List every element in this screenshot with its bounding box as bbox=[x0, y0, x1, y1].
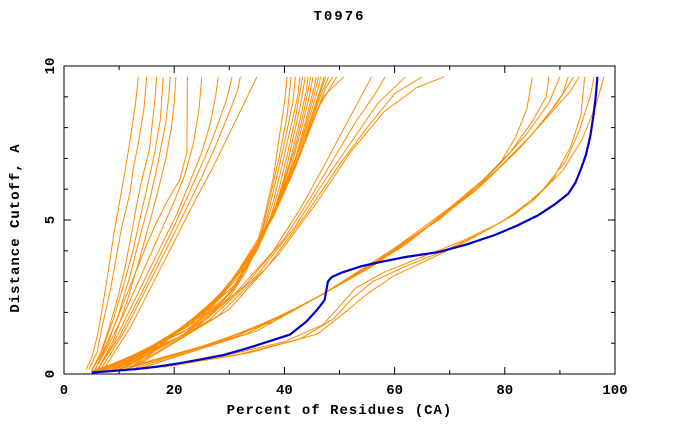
model-curve bbox=[146, 76, 580, 367]
model-curve bbox=[118, 76, 533, 370]
model-curve bbox=[91, 76, 164, 371]
best-model-curve bbox=[91, 76, 599, 374]
y-tick-label: 0 bbox=[43, 370, 59, 378]
x-tick-label: 60 bbox=[386, 383, 403, 399]
model-curve bbox=[96, 76, 219, 372]
model-curve bbox=[105, 76, 312, 372]
model-curve bbox=[140, 76, 575, 369]
x-tick-label: 80 bbox=[496, 383, 513, 399]
model-curve bbox=[163, 76, 605, 368]
model-curve bbox=[91, 76, 188, 372]
x-tick-label: 20 bbox=[166, 383, 183, 399]
y-tick-label: 5 bbox=[43, 216, 59, 224]
x-axis-label: Percent of Residues (CA) bbox=[226, 403, 453, 419]
model-curve bbox=[124, 76, 406, 369]
tick-labels-layer: 0 20 40 60 80 100 0 5 10 bbox=[43, 58, 628, 399]
model-curve bbox=[113, 76, 372, 370]
model-curve bbox=[88, 76, 148, 370]
x-tick-label: 0 bbox=[60, 383, 68, 399]
model-curve bbox=[93, 76, 171, 372]
plot-title: T0976 bbox=[313, 9, 366, 25]
model-curve bbox=[118, 76, 329, 369]
model-curve bbox=[85, 76, 139, 370]
model-curve bbox=[102, 76, 258, 372]
plot-frame bbox=[63, 65, 616, 375]
model-curve bbox=[129, 76, 423, 369]
model-curve bbox=[135, 76, 445, 367]
model-curve bbox=[96, 76, 233, 371]
curves-layer bbox=[85, 76, 605, 374]
y-axis-label: Distance Cutoff, A bbox=[8, 143, 24, 313]
model-curve bbox=[135, 76, 345, 367]
y-tick-label: 10 bbox=[43, 58, 59, 75]
ticks-layer bbox=[63, 65, 616, 375]
model-curve bbox=[118, 76, 386, 370]
model-curve bbox=[113, 76, 322, 372]
model-curve bbox=[93, 76, 203, 372]
model-curve bbox=[141, 76, 586, 369]
x-tick-label: 100 bbox=[602, 383, 627, 399]
model-curve bbox=[99, 76, 241, 372]
x-tick-label: 40 bbox=[276, 383, 293, 399]
model-curve bbox=[91, 76, 158, 372]
